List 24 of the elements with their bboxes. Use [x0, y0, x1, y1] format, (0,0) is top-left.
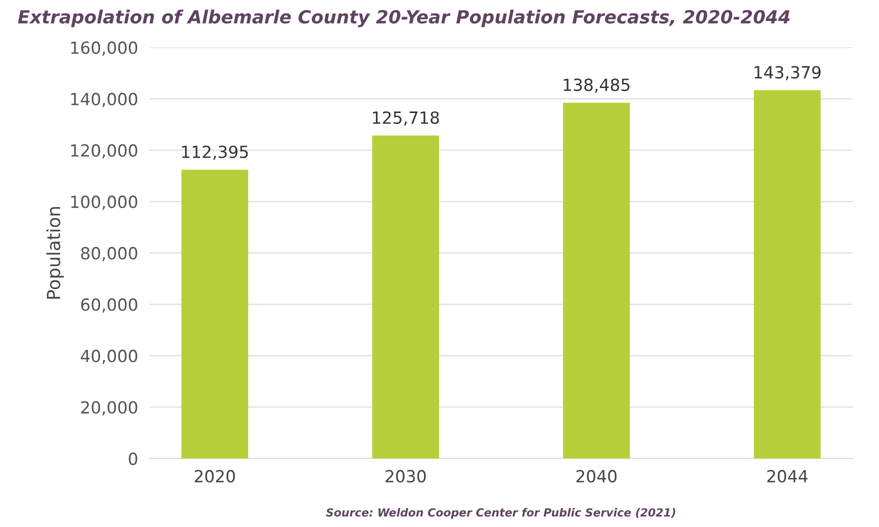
- y-tick-label: 140,000: [71, 92, 138, 108]
- chart-title: Extrapolation of Albemarle County 20-Year Population Forecasts, 2020-2044: [18, 10, 790, 28]
- bar: [372, 136, 440, 458]
- bar: [181, 170, 248, 458]
- y-tick-label: 0: [128, 452, 138, 466]
- data-label: 112,395: [182, 146, 248, 160]
- y-tick-label: 120,000: [71, 144, 138, 158]
- y-tick-label: 40,000: [80, 350, 138, 364]
- data-label: 138,485: [564, 78, 630, 93]
- data-label: 125,718: [372, 111, 439, 126]
- y-tick-label: 160,000: [71, 41, 138, 56]
- y-axis-title: Population: [46, 207, 64, 299]
- y-tick-label: 60,000: [81, 298, 138, 313]
- data-label: 143,379: [754, 66, 821, 80]
- y-tick-label: 80,000: [81, 246, 138, 262]
- y-tick-label: 20,000: [81, 401, 138, 416]
- x-tick-label: 2044: [767, 470, 808, 482]
- bar: [754, 90, 821, 458]
- x-tick-label: 2030: [386, 470, 426, 482]
- x-tick-label: 2020: [194, 470, 235, 482]
- x-tick-label: 2040: [576, 470, 617, 482]
- source-note: Source: Weldon Cooper Center for Public Service (2021): [326, 508, 676, 519]
- bar: [563, 102, 630, 458]
- y-tick-label: 100,000: [71, 196, 138, 210]
